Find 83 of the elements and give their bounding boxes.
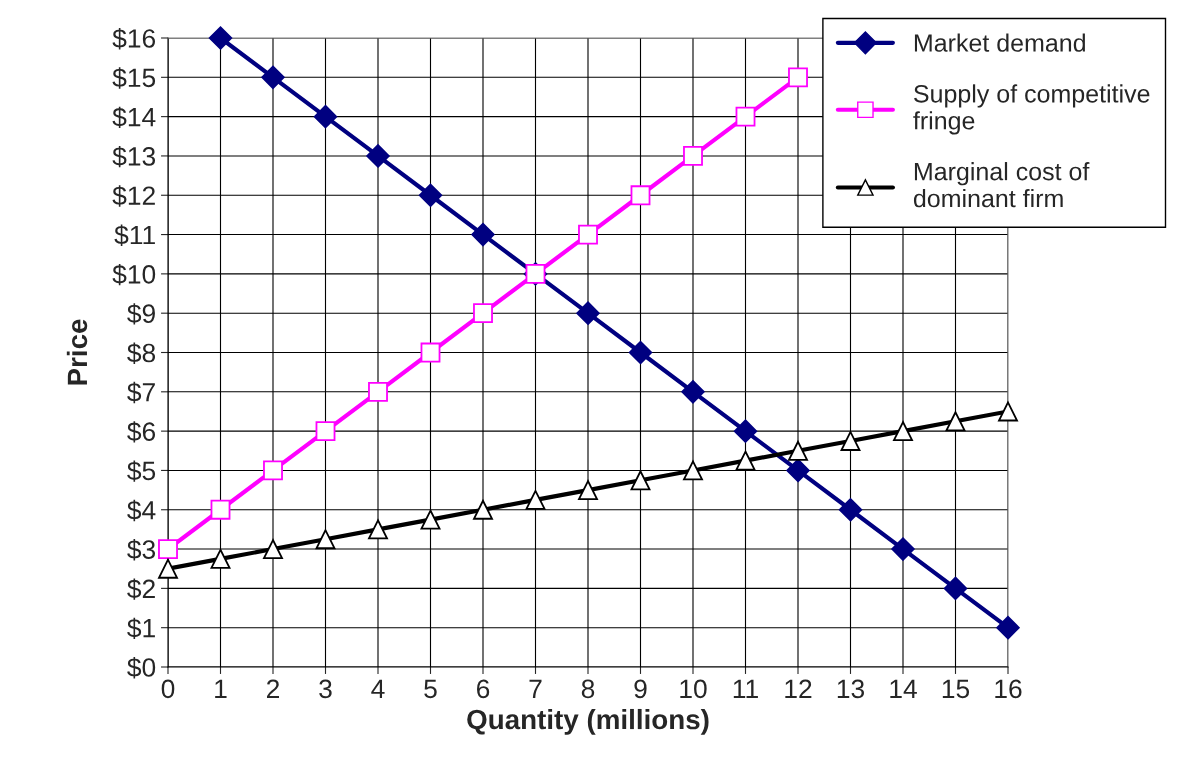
point	[733, 419, 758, 443]
point	[578, 480, 598, 501]
point	[576, 301, 600, 325]
point	[420, 509, 441, 530]
y-tick-label: $10	[112, 263, 156, 286]
y-tick-label: $9	[127, 303, 155, 325]
x-tick-label: 8	[581, 679, 595, 699]
y-tick-label: $12	[112, 185, 155, 207]
x-tick-label: 9	[634, 679, 647, 699]
legend-label: Market demand	[914, 33, 1085, 52]
point	[263, 460, 283, 481]
point	[893, 421, 913, 442]
point	[683, 460, 703, 481]
point	[210, 499, 231, 520]
point	[786, 458, 810, 483]
x-tick-label: 5	[424, 679, 437, 699]
point	[471, 222, 495, 247]
point	[735, 106, 756, 127]
y-tick-label: $14	[112, 106, 156, 129]
y-tick-label: $11	[114, 224, 155, 246]
point	[525, 489, 546, 510]
x-tick-label: 11	[733, 679, 758, 698]
point	[261, 65, 285, 90]
point	[208, 26, 233, 50]
point	[681, 380, 705, 404]
y-tick-label: $1	[127, 617, 155, 640]
point	[313, 104, 338, 129]
point	[943, 576, 968, 601]
x-tick-label: 0	[161, 679, 175, 699]
y-tick-label: $8	[127, 342, 156, 364]
point	[840, 431, 861, 451]
y-tick-label: $6	[127, 421, 156, 443]
x-tick-label: 16	[995, 679, 1022, 699]
x-tick-label: 3	[319, 679, 332, 699]
point	[263, 539, 283, 559]
y-tick-label: $0	[127, 657, 156, 679]
x-tick-label: 15	[942, 679, 970, 699]
x-tick-label: 12	[785, 679, 812, 698]
point	[473, 499, 493, 520]
point	[158, 539, 178, 559]
y-tick-label: $4	[127, 499, 156, 522]
x-axis-title: Quantity (millions)	[467, 708, 709, 735]
point	[630, 470, 651, 491]
point	[996, 615, 1020, 640]
y-axis-title: Price	[66, 319, 88, 385]
point	[158, 558, 178, 579]
y-tick-label: $5	[127, 460, 156, 482]
point	[788, 440, 808, 461]
y-tick-label: $15	[112, 67, 156, 89]
point	[630, 185, 651, 206]
y-tick-label: $13	[112, 145, 156, 168]
y-tick-label: $16	[112, 28, 156, 50]
point	[420, 342, 441, 363]
legend-label: Supply of competitive fringe	[913, 84, 1150, 135]
point	[473, 303, 493, 324]
x-tick-label: 10	[680, 679, 707, 699]
point	[418, 183, 443, 207]
point	[838, 498, 863, 522]
point	[578, 224, 598, 245]
point	[628, 340, 653, 365]
x-tick-label: 14	[890, 679, 917, 698]
y-tick-label: $2	[127, 578, 155, 600]
point	[368, 381, 388, 402]
point	[368, 519, 388, 540]
x-tick-label: 1	[215, 679, 227, 698]
x-tick-label: 4	[371, 679, 385, 698]
x-tick-label: 7	[529, 679, 542, 698]
point	[315, 421, 336, 442]
point	[735, 450, 756, 471]
point	[683, 146, 703, 166]
point	[788, 67, 808, 88]
x-tick-label: 6	[477, 679, 490, 699]
y-tick-label: $3	[127, 539, 156, 561]
point	[210, 548, 231, 569]
y-tick-label: $7	[127, 381, 155, 404]
x-tick-label: 13	[837, 679, 865, 699]
point	[998, 401, 1018, 422]
point	[891, 537, 915, 561]
point	[315, 529, 336, 550]
x-tick-label: 2	[266, 679, 280, 698]
point	[366, 144, 390, 168]
legend-label: Marginal cost of dominant firm	[913, 162, 1090, 208]
point	[945, 411, 966, 432]
